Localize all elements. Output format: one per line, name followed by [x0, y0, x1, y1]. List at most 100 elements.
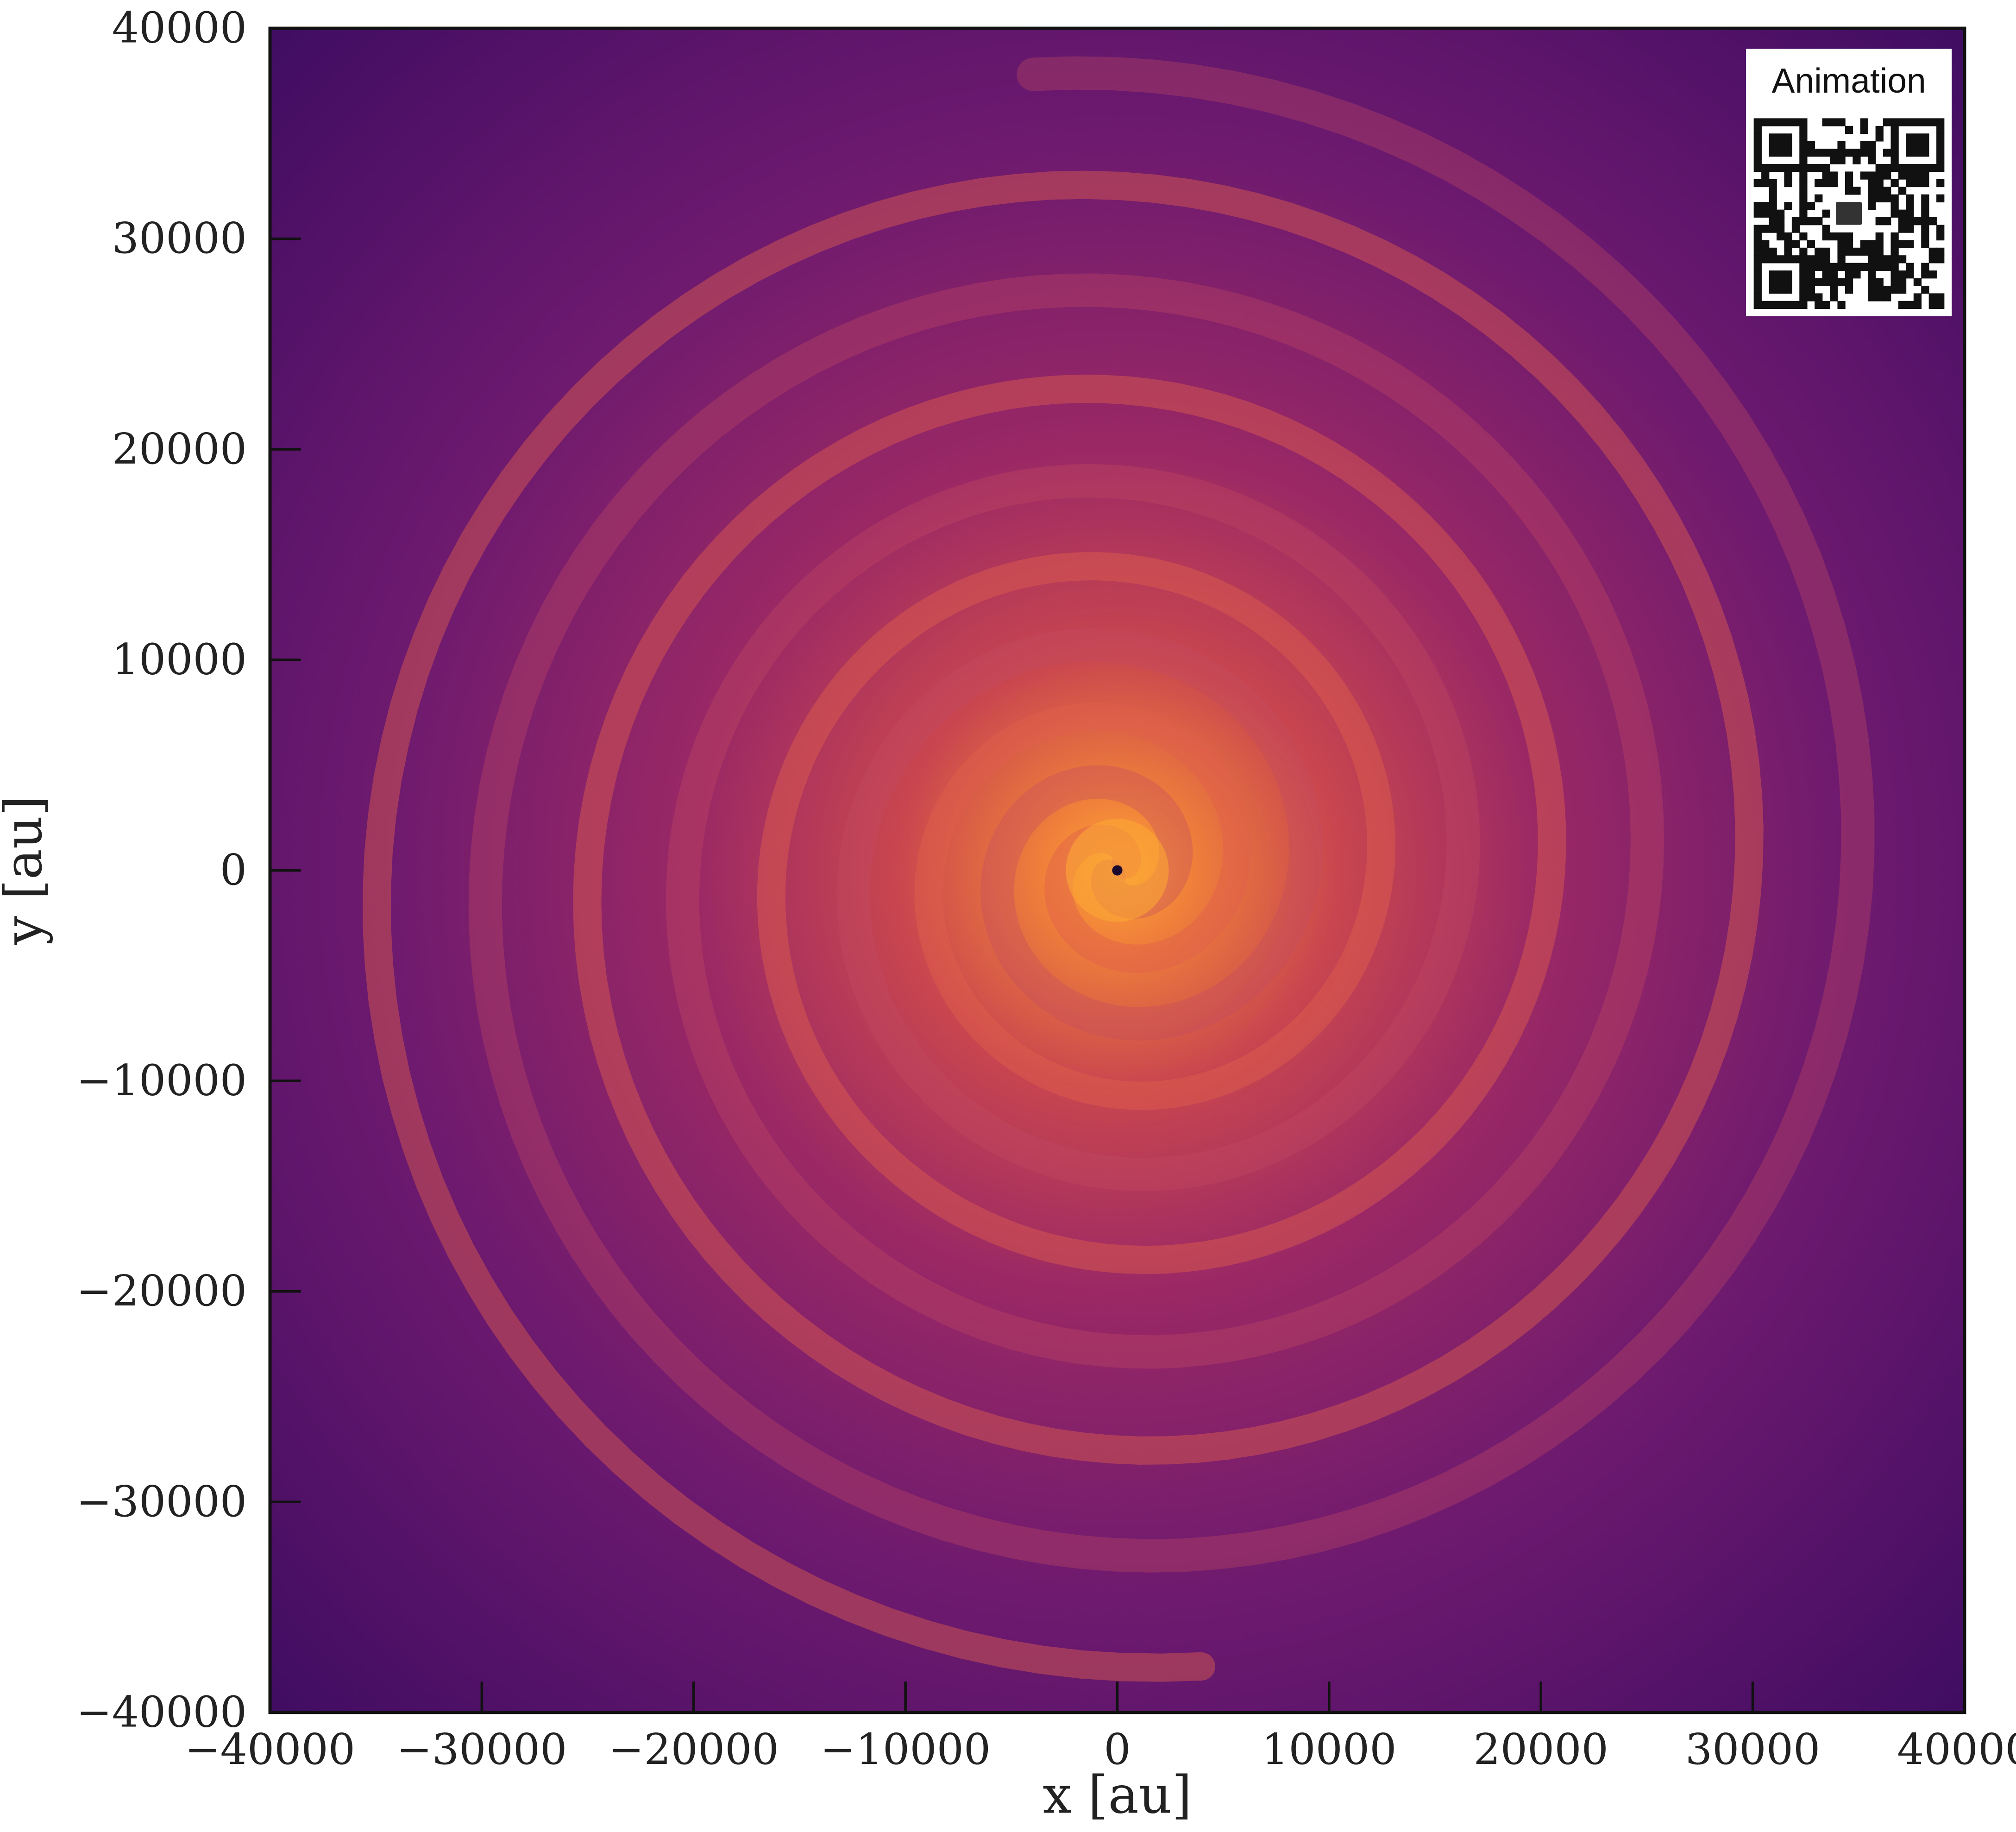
qr-module — [1898, 255, 1906, 263]
qr-module — [1822, 210, 1830, 218]
qr-module — [1761, 301, 1769, 309]
qr-module — [1822, 263, 1830, 271]
qr-module — [1815, 301, 1822, 309]
qr-module — [1792, 301, 1800, 309]
qr-module — [1936, 255, 1944, 263]
qr-module — [1830, 157, 1838, 164]
qr-module — [1853, 270, 1860, 278]
qr-module — [1876, 240, 1884, 248]
qr-module — [1929, 255, 1937, 263]
qr-module — [1921, 118, 1929, 126]
y-tick-label: 20000 — [112, 424, 247, 474]
qr-module — [1914, 217, 1922, 225]
qr-module — [1799, 133, 1807, 141]
qr-module — [1890, 263, 1898, 271]
qr-module — [1845, 278, 1853, 286]
qr-module — [1769, 179, 1777, 187]
qr-module — [1784, 149, 1792, 157]
qr-module — [1777, 210, 1784, 218]
qr-module — [1883, 293, 1891, 301]
qr-module — [1898, 278, 1906, 286]
qr-module — [1769, 255, 1777, 263]
qr-module — [1936, 248, 1944, 256]
qr-module — [1769, 286, 1777, 294]
qr-module — [1799, 278, 1807, 286]
y-tick-label: −30000 — [76, 1477, 247, 1526]
qr-module — [1921, 225, 1929, 232]
qr-module — [1777, 232, 1784, 240]
qr-module — [1769, 210, 1777, 218]
qr-module — [1777, 301, 1784, 309]
qr-module — [1754, 141, 1762, 149]
qr-module — [1890, 270, 1898, 278]
qr-module — [1868, 149, 1876, 157]
qr-module — [1799, 217, 1807, 225]
qr-module — [1807, 286, 1815, 294]
qr-module — [1815, 255, 1822, 263]
x-tick-label: −20000 — [609, 1725, 779, 1774]
qr-module — [1868, 270, 1876, 278]
qr-module — [1754, 133, 1762, 141]
qr-module — [1921, 179, 1929, 187]
qr-module — [1883, 286, 1891, 294]
qr-module — [1830, 270, 1838, 278]
qr-module — [1914, 164, 1922, 172]
qr-module — [1799, 179, 1807, 187]
qr-module — [1890, 133, 1898, 141]
qr-module — [1754, 278, 1762, 286]
qr-module — [1921, 133, 1929, 141]
qr-module — [1936, 149, 1944, 157]
qr-module — [1799, 286, 1807, 294]
qr-module — [1784, 164, 1792, 172]
qr-module — [1754, 248, 1762, 256]
qr-module — [1777, 217, 1784, 225]
qr-module — [1868, 157, 1876, 164]
qr-module — [1754, 301, 1762, 309]
qr-module — [1868, 293, 1876, 301]
x-tick-label: 30000 — [1685, 1725, 1820, 1774]
qr-module — [1807, 141, 1815, 149]
qr-module — [1906, 149, 1914, 157]
qr-module — [1799, 270, 1807, 278]
qr-module — [1906, 301, 1914, 309]
x-tick-label: 10000 — [1262, 1725, 1396, 1774]
qr-module — [1845, 171, 1853, 179]
qr-module — [1890, 210, 1898, 218]
qr-module — [1807, 217, 1815, 225]
qr-module — [1769, 270, 1777, 278]
qr-module — [1876, 248, 1884, 256]
qr-module — [1792, 225, 1800, 232]
qr-module — [1868, 141, 1876, 149]
y-tick-label: −10000 — [76, 1056, 247, 1105]
qr-module — [1883, 255, 1891, 263]
qr-module — [1807, 263, 1815, 271]
qr-module — [1868, 286, 1876, 294]
qr-module — [1777, 286, 1784, 294]
qr-module — [1868, 255, 1876, 263]
qr-module — [1822, 270, 1830, 278]
qr-module — [1815, 149, 1822, 157]
qr-module — [1921, 217, 1929, 225]
qr-module — [1777, 141, 1784, 149]
qr-module — [1815, 293, 1822, 301]
y-tick-label: −20000 — [76, 1266, 247, 1316]
qr-module — [1898, 240, 1906, 248]
qr-module — [1822, 301, 1830, 309]
qr-module — [1761, 255, 1769, 263]
qr-module — [1769, 217, 1777, 225]
qr-module — [1807, 255, 1815, 263]
qr-module — [1792, 118, 1800, 126]
qr-module — [1936, 118, 1944, 126]
qr-module — [1845, 179, 1853, 187]
qr-module — [1860, 248, 1868, 256]
qr-module — [1837, 301, 1845, 309]
qr-module — [1769, 278, 1777, 286]
qr-module — [1921, 210, 1929, 218]
qr-module — [1860, 149, 1868, 157]
qr-module — [1921, 286, 1929, 294]
qr-module — [1921, 171, 1929, 179]
qr-module — [1784, 171, 1792, 179]
qr-module — [1883, 217, 1891, 225]
qr-module — [1754, 240, 1762, 248]
qr-module — [1914, 301, 1922, 309]
